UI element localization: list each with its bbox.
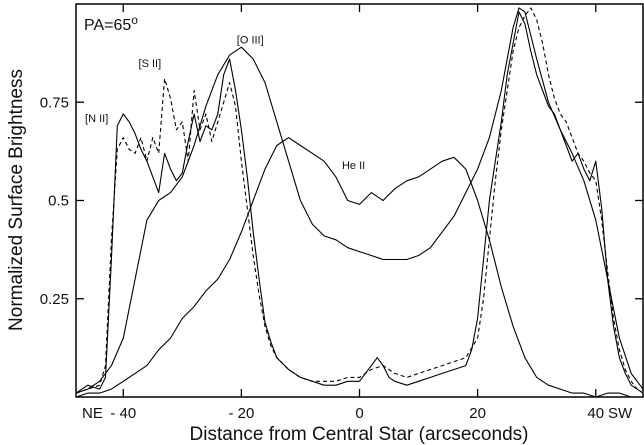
x-tick-label: - 20 xyxy=(228,405,254,422)
series-line-3 xyxy=(75,137,643,398)
y-tick-label: 0.25 xyxy=(40,291,69,308)
y-tick-label: 0.75 xyxy=(40,94,69,111)
x-tick-label: - 40 xyxy=(110,405,136,422)
y-axis-ticks: 0.25 0.5 0.75 xyxy=(40,94,643,308)
x-tick-label: 0 xyxy=(355,405,363,422)
y-axis-title: Normalized Surface Brightness xyxy=(6,69,27,331)
series-label-1: [S II] xyxy=(139,58,162,70)
x-axis-ticks: - 40 - 20 0 20 40 xyxy=(110,4,604,422)
series-label-2: [O III] xyxy=(237,34,264,46)
series-line-0 xyxy=(75,11,644,394)
series-layer xyxy=(75,7,644,398)
pa-annotation: PA=65o xyxy=(84,13,138,34)
x-tick-label: 40 xyxy=(587,405,604,422)
y-tick-label: 0.5 xyxy=(48,193,69,210)
series-labels: [N II] [S II] [O III] He II xyxy=(85,34,365,172)
x-end-label-right: SW xyxy=(608,405,633,422)
series-line-2 xyxy=(75,7,644,394)
x-tick-label: 20 xyxy=(469,405,486,422)
series-label-0: [N II] xyxy=(85,113,108,125)
series-label-3: He II xyxy=(342,160,365,172)
x-end-label-left: NE xyxy=(82,405,103,422)
x-axis-title: Distance from Central Star (arcseconds) xyxy=(190,424,529,445)
series-line-1 xyxy=(75,7,644,394)
